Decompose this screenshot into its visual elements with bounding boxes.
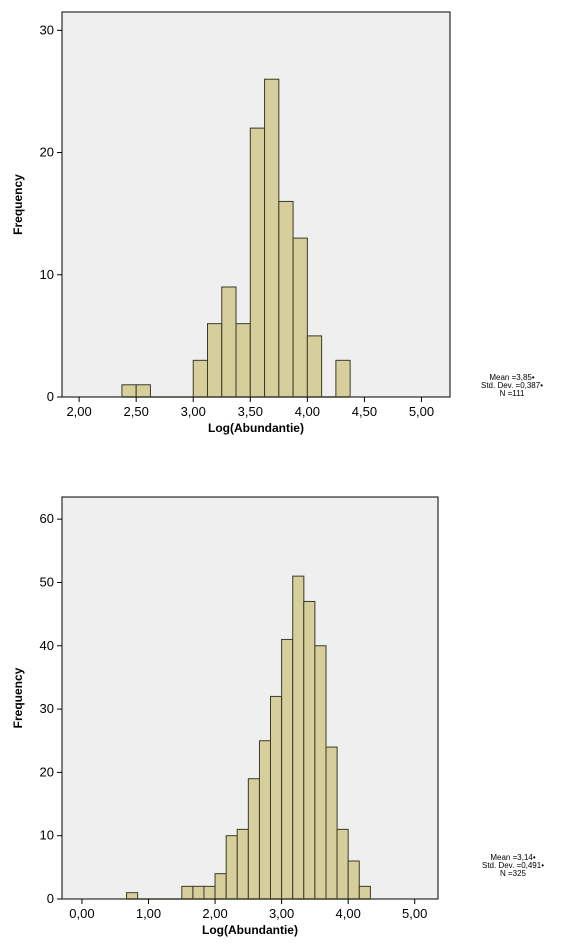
x-tick-label: 5,00 <box>402 906 427 921</box>
x-tick-label: 3,50 <box>238 404 263 419</box>
x-tick-label: 4,50 <box>352 404 377 419</box>
histogram-bar <box>221 286 237 398</box>
x-tick-label: 3,00 <box>181 404 206 419</box>
histogram-bar <box>314 645 327 900</box>
stats-line: N =325 <box>500 869 527 878</box>
y-tick-label: 40 <box>40 638 54 653</box>
histogram-bar <box>235 323 251 398</box>
histogram-bar <box>192 359 208 398</box>
histogram-bar <box>347 860 360 900</box>
histogram-bar <box>264 78 280 398</box>
x-tick-label: 3,00 <box>269 906 294 921</box>
y-tick-label: 0 <box>47 891 54 906</box>
histogram-bar <box>278 200 294 398</box>
y-tick-label: 20 <box>40 145 54 160</box>
y-tick-label: 60 <box>40 511 54 526</box>
histogram-bar <box>269 695 283 900</box>
y-tick-label: 10 <box>40 267 54 282</box>
histogram-bar <box>358 885 371 900</box>
x-tick-label: 2,50 <box>124 404 149 419</box>
stats-line: Std. Dev. =0,387• <box>481 381 543 390</box>
x-tick-label: 4,00 <box>295 404 320 419</box>
stats-line: N =111 <box>500 389 525 398</box>
histogram-bar <box>192 885 205 900</box>
histogram-bar <box>258 740 272 900</box>
y-axis-title: Frequency <box>11 667 25 728</box>
histogram-bar <box>214 873 227 900</box>
y-tick-label: 20 <box>40 764 54 779</box>
histogram-bar <box>292 575 305 900</box>
y-tick-label: 30 <box>40 22 54 37</box>
x-axis-title: Log(Abundantie) <box>202 923 298 937</box>
histogram-bar <box>135 384 151 398</box>
histogram-bar <box>292 237 308 398</box>
y-tick-label: 10 <box>40 828 54 843</box>
histogram-bar <box>303 600 316 900</box>
histogram-bar <box>121 384 137 398</box>
histogram-bar <box>225 835 238 900</box>
x-tick-label: 4,00 <box>336 906 361 921</box>
stats-line: Std. Dev. =0,491• <box>482 861 544 870</box>
histogram-bar <box>126 892 139 900</box>
stats-line: Mean =3,14• <box>490 853 535 862</box>
x-axis-title: Log(Abundantie) <box>208 421 304 435</box>
histogram-bar <box>325 746 338 900</box>
y-axis-title: Frequency <box>11 174 25 235</box>
histogram-panel-bottom: 0 10 20 30 40 50 60 0,00 1,00 2,00 3,00 4,00 5,00 Log… <box>11 496 544 937</box>
histogram-bar <box>236 828 249 900</box>
x-tick-label: 5,00 <box>409 404 434 419</box>
histogram-bar <box>207 323 223 398</box>
histogram-bar <box>181 885 194 900</box>
x-tick-label: 1,00 <box>136 906 161 921</box>
x-tick-label: 2,00 <box>66 404 91 419</box>
y-tick-label: 0 <box>47 389 54 404</box>
histogram-panel-top: 0 10 20 30 2,00 2,50 3,00 3,50 4,00 4,50 5,00 Log(A… <box>11 11 543 435</box>
histogram-bar <box>336 828 349 900</box>
histogram-bar <box>281 638 294 900</box>
y-tick-label: 30 <box>40 701 54 716</box>
histogram-bar <box>203 885 216 900</box>
histogram-bar <box>249 127 266 398</box>
histogram-bar <box>335 359 351 398</box>
y-tick-label: 50 <box>40 574 54 589</box>
x-tick-label: 0,00 <box>69 906 94 921</box>
stats-line: Mean =3,85• <box>489 373 534 382</box>
x-tick-label: 2,00 <box>202 906 227 921</box>
histogram-bar <box>306 335 323 398</box>
histogram-bar <box>247 778 260 900</box>
